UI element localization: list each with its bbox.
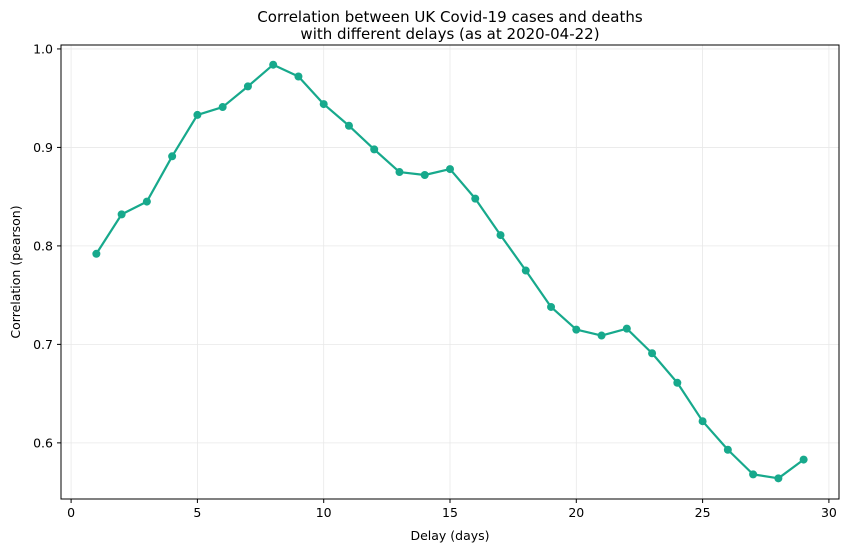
data-point bbox=[117, 210, 126, 219]
data-point bbox=[319, 100, 328, 109]
data-point bbox=[496, 231, 505, 240]
data-point bbox=[142, 197, 151, 206]
y-tick-label: 0.6 bbox=[33, 435, 53, 450]
data-point bbox=[168, 152, 177, 161]
x-tick-label: 10 bbox=[316, 505, 332, 520]
data-point bbox=[698, 417, 707, 426]
chart-title-line-2: with different delays (as at 2020-04-22) bbox=[300, 25, 599, 43]
x-tick-label: 25 bbox=[695, 505, 711, 520]
data-point bbox=[294, 72, 303, 81]
x-tick-label: 15 bbox=[442, 505, 458, 520]
data-point bbox=[774, 474, 783, 483]
data-point bbox=[193, 110, 202, 119]
data-point bbox=[799, 455, 808, 464]
grid bbox=[61, 45, 839, 499]
data-point bbox=[243, 82, 252, 91]
plot-area-frame bbox=[60, 44, 840, 500]
data-point bbox=[370, 145, 379, 154]
data-point bbox=[547, 302, 556, 311]
x-tick-label: 5 bbox=[193, 505, 201, 520]
data-point bbox=[344, 121, 353, 130]
axis-ticks: 0 5 10 15 20 25 30 0.6 0.7 0.8 0.9 1.0 bbox=[33, 41, 837, 520]
data-point bbox=[597, 331, 606, 340]
data-point bbox=[572, 325, 581, 334]
data-point bbox=[471, 194, 480, 203]
x-tick-label: 0 bbox=[67, 505, 75, 520]
y-tick-label: 0.8 bbox=[33, 238, 53, 253]
data-point bbox=[749, 470, 758, 479]
y-tick-label: 0.7 bbox=[33, 337, 53, 352]
data-point bbox=[92, 249, 101, 258]
y-tick-label: 1.0 bbox=[33, 41, 53, 56]
data-point bbox=[723, 445, 732, 454]
data-point bbox=[648, 349, 657, 358]
series-points bbox=[92, 60, 808, 483]
data-point bbox=[673, 378, 682, 387]
data-point bbox=[521, 266, 530, 275]
data-point bbox=[218, 103, 227, 112]
y-tick-label: 0.9 bbox=[33, 140, 53, 155]
data-point bbox=[446, 165, 454, 174]
data-point bbox=[622, 324, 631, 333]
x-tick-label: 20 bbox=[568, 505, 584, 520]
data-point bbox=[395, 168, 404, 177]
data-point bbox=[420, 170, 429, 179]
data-point bbox=[269, 60, 278, 69]
y-axis-label: Correlation (pearson) bbox=[8, 205, 23, 338]
chart-title-line-1: Correlation between UK Covid-19 cases an… bbox=[257, 8, 643, 26]
x-axis-label: Delay (days) bbox=[410, 528, 489, 543]
x-tick-label: 30 bbox=[821, 505, 837, 520]
